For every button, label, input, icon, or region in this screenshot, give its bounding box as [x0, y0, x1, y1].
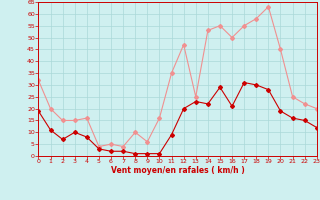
X-axis label: Vent moyen/en rafales ( km/h ): Vent moyen/en rafales ( km/h )	[111, 166, 244, 175]
